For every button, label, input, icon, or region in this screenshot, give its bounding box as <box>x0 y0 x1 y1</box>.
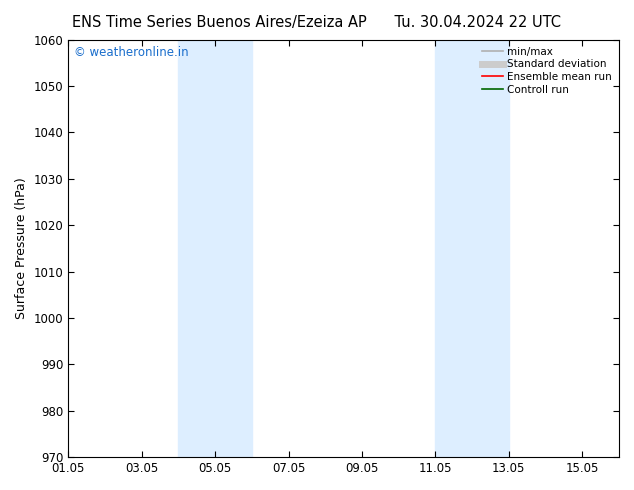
Text: © weatheronline.in: © weatheronline.in <box>74 46 188 59</box>
Text: ENS Time Series Buenos Aires/Ezeiza AP      Tu. 30.04.2024 22 UTC: ENS Time Series Buenos Aires/Ezeiza AP T… <box>72 15 562 30</box>
Legend: min/max, Standard deviation, Ensemble mean run, Controll run: min/max, Standard deviation, Ensemble me… <box>478 43 616 99</box>
Bar <box>436 40 509 457</box>
Bar <box>178 40 252 457</box>
Y-axis label: Surface Pressure (hPa): Surface Pressure (hPa) <box>15 177 28 319</box>
